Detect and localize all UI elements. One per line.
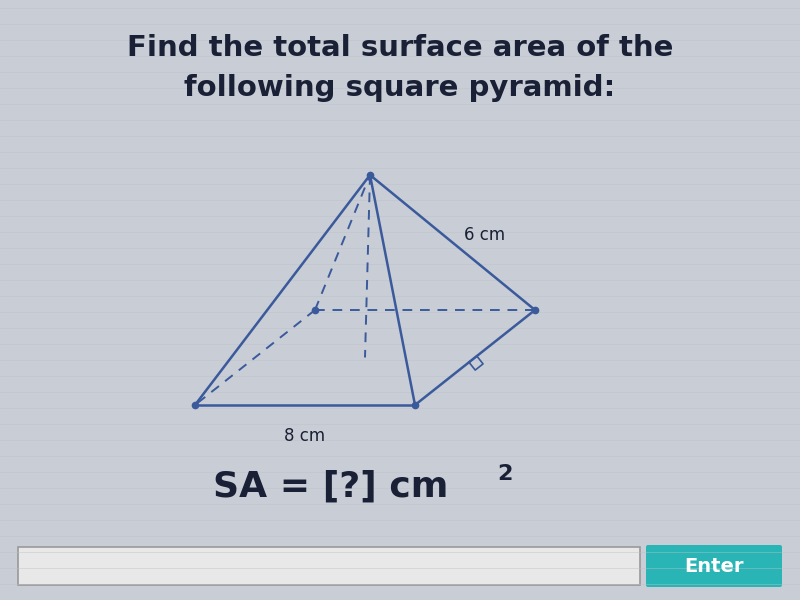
Text: 6 cm: 6 cm	[465, 226, 506, 244]
Text: SA = [?] cm: SA = [?] cm	[213, 470, 448, 504]
Text: 2: 2	[497, 464, 512, 484]
FancyBboxPatch shape	[18, 547, 640, 585]
Text: Find the total surface area of the: Find the total surface area of the	[127, 34, 673, 62]
Text: 8 cm: 8 cm	[285, 427, 326, 445]
FancyBboxPatch shape	[646, 545, 782, 587]
Text: Enter: Enter	[684, 557, 744, 575]
Text: following square pyramid:: following square pyramid:	[184, 74, 616, 102]
